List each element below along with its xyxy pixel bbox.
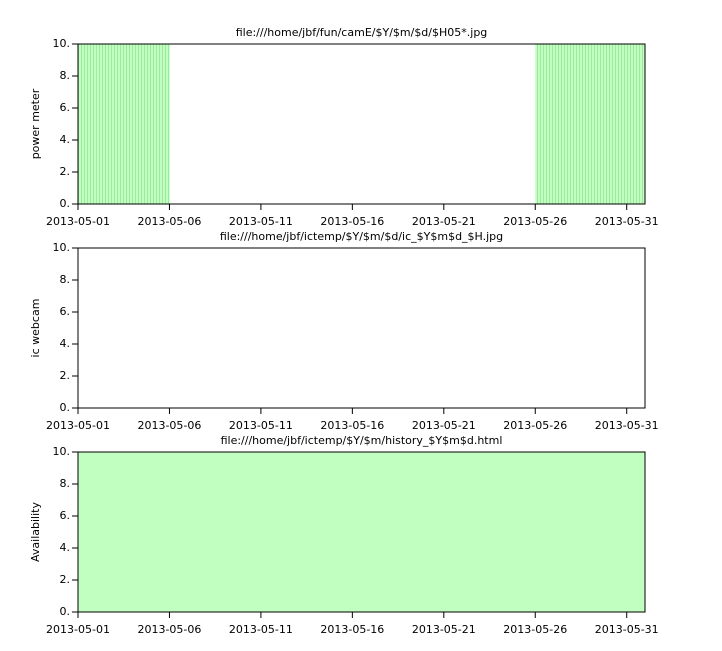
y-tick-label: 0.: [60, 401, 71, 414]
y-tick-label: 6.: [60, 305, 71, 318]
bar: [352, 452, 371, 612]
bar: [443, 452, 463, 612]
bar-stripes: [590, 44, 609, 204]
x-tick-label: 2013-05-11: [229, 215, 293, 228]
bar: [224, 452, 243, 612]
x-tick-label: 2013-05-11: [229, 623, 293, 636]
bar: [480, 452, 499, 612]
y-tick-label: 0.: [60, 197, 71, 210]
y-tick-label: 6.: [60, 101, 71, 114]
bar: [132, 452, 152, 612]
x-tick-label: 2013-05-31: [595, 419, 659, 432]
bar: [151, 452, 170, 612]
bar: [590, 452, 609, 612]
bar-stripes: [571, 44, 591, 204]
x-tick-label: 2013-05-06: [137, 215, 201, 228]
bar: [462, 452, 481, 612]
y-axis-label: ic webcam: [29, 299, 42, 358]
x-tick-label: 2013-05-26: [503, 215, 567, 228]
x-tick-label: 2013-05-01: [46, 215, 110, 228]
x-tick-label: 2013-05-01: [46, 419, 110, 432]
x-tick-label: 2013-05-26: [503, 623, 567, 636]
x-tick-label: 2013-05-16: [320, 419, 384, 432]
x-tick-label: 2013-05-16: [320, 215, 384, 228]
bar: [571, 452, 591, 612]
y-tick-label: 8.: [60, 273, 71, 286]
y-tick-label: 2.: [60, 573, 71, 586]
bar: [78, 452, 97, 612]
bar: [315, 452, 335, 612]
y-tick-label: 2.: [60, 165, 71, 178]
y-tick-label: 10.: [53, 37, 71, 50]
bar: [279, 452, 298, 612]
bar-stripes: [78, 44, 97, 204]
bar: [96, 452, 115, 612]
bar: [260, 452, 280, 612]
bar: [516, 452, 536, 612]
bar-stripes: [626, 44, 646, 204]
bar-stripes: [535, 44, 554, 204]
y-tick-label: 10.: [53, 241, 71, 254]
y-tick-label: 0.: [60, 605, 71, 618]
chart-title: file:///home/jbf/ictemp/$Y/$m/$d/ic_$Y$m…: [220, 230, 503, 243]
bar: [169, 452, 189, 612]
bar-stripes: [608, 44, 628, 204]
bar: [388, 452, 408, 612]
bar: [334, 452, 353, 612]
chart-title: file:///home/jbf/ictemp/$Y/$m/history_$Y…: [221, 434, 503, 447]
y-tick-label: 10.: [53, 445, 71, 458]
plot-frame: [77, 451, 646, 613]
x-tick-label: 2013-05-31: [595, 623, 659, 636]
chart-title: file:///home/jbf/fun/camE/$Y/$m/$d/$H05*…: [236, 26, 488, 39]
y-tick-label: 4.: [60, 337, 71, 350]
x-tick-label: 2013-05-16: [320, 623, 384, 636]
bar: [114, 452, 134, 612]
y-tick-label: 8.: [60, 477, 71, 490]
x-tick-label: 2013-05-06: [137, 419, 201, 432]
bar: [407, 452, 426, 612]
x-tick-label: 2013-05-21: [412, 215, 476, 228]
bar: [425, 452, 445, 612]
bar: [370, 452, 390, 612]
plot-frame: [77, 43, 646, 205]
bar-stripes: [151, 44, 170, 204]
x-tick-label: 2013-05-21: [412, 419, 476, 432]
y-tick-label: 2.: [60, 369, 71, 382]
bar: [608, 452, 628, 612]
x-tick-label: 2013-05-01: [46, 623, 110, 636]
y-tick-label: 8.: [60, 69, 71, 82]
bar-stripes: [132, 44, 152, 204]
x-tick-label: 2013-05-31: [595, 215, 659, 228]
plot-area: [78, 248, 645, 408]
y-tick-label: 4.: [60, 541, 71, 554]
bar: [187, 452, 207, 612]
bar: [206, 452, 225, 612]
x-tick-label: 2013-05-06: [137, 623, 201, 636]
x-tick-label: 2013-05-26: [503, 419, 567, 432]
y-axis-label: Availability: [29, 502, 42, 562]
plot-frame: [77, 247, 646, 409]
y-tick-label: 6.: [60, 509, 71, 522]
bar: [535, 452, 554, 612]
bar: [626, 452, 646, 612]
bar: [242, 452, 262, 612]
x-tick-label: 2013-05-21: [412, 623, 476, 636]
y-axis-label: power meter: [29, 88, 42, 159]
bar-stripes: [96, 44, 115, 204]
bar: [553, 452, 573, 612]
bar-stripes: [553, 44, 573, 204]
bar: [297, 452, 317, 612]
y-tick-label: 4.: [60, 133, 71, 146]
x-tick-label: 2013-05-11: [229, 419, 293, 432]
bar-stripes: [114, 44, 134, 204]
bar: [498, 452, 518, 612]
